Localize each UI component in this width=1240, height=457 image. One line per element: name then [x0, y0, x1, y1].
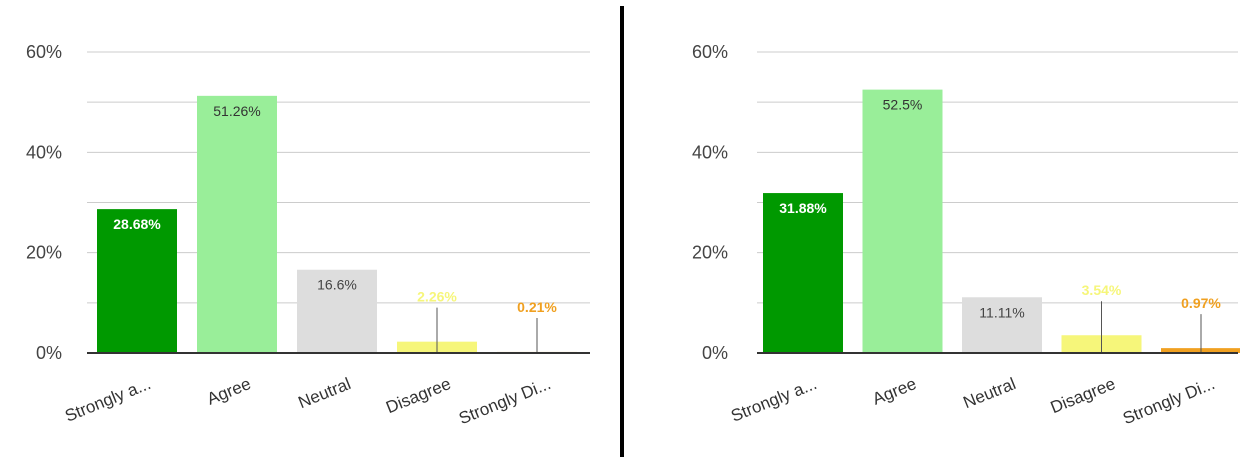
- bar: [297, 269, 377, 353]
- y-tick-label: 40%: [692, 142, 728, 162]
- data-label: 51.26%: [213, 103, 260, 119]
- category-label: Strongly a...: [62, 374, 153, 426]
- category-label: Strongly a...: [728, 374, 819, 426]
- data-label: 0.97%: [1181, 295, 1221, 311]
- data-label: 3.54%: [1082, 282, 1122, 298]
- y-tick-label: 60%: [692, 42, 728, 62]
- category-label: Disagree: [1048, 374, 1118, 417]
- bar: [97, 209, 177, 353]
- bar: [862, 89, 943, 353]
- y-tick-label: 20%: [26, 243, 62, 263]
- category-label: Strongly Di...: [456, 374, 553, 428]
- data-label: 11.11%: [979, 304, 1024, 320]
- category-label: Agree: [204, 374, 253, 409]
- category-label: Agree: [870, 374, 919, 409]
- data-label: 31.88%: [779, 200, 827, 216]
- data-label: 2.26%: [417, 289, 457, 305]
- data-label: 28.68%: [113, 216, 161, 232]
- y-tick-label: 40%: [26, 142, 62, 162]
- category-label: Strongly Di...: [1120, 374, 1217, 428]
- y-tick-label: 0%: [36, 343, 62, 363]
- y-tick-label: 20%: [692, 243, 728, 263]
- y-tick-label: 60%: [26, 42, 62, 62]
- data-label: 16.6%: [317, 277, 357, 293]
- data-label: 52.5%: [883, 97, 923, 113]
- bar: [763, 193, 843, 353]
- data-label: 0.21%: [517, 299, 557, 315]
- bar: [962, 297, 1042, 353]
- chart-left: 0% 20% 40% 60% 28.68% Strongly a... 51.26% Agre…: [26, 42, 590, 428]
- category-label: Neutral: [961, 374, 1019, 412]
- chart-right: 0% 20% 40% 60% 31.88% Strongly a... 52.5% Agree…: [692, 42, 1240, 428]
- category-label: Disagree: [383, 374, 453, 417]
- bar: [197, 95, 277, 353]
- category-label: Neutral: [296, 374, 354, 412]
- y-tick-label: 0%: [702, 343, 728, 363]
